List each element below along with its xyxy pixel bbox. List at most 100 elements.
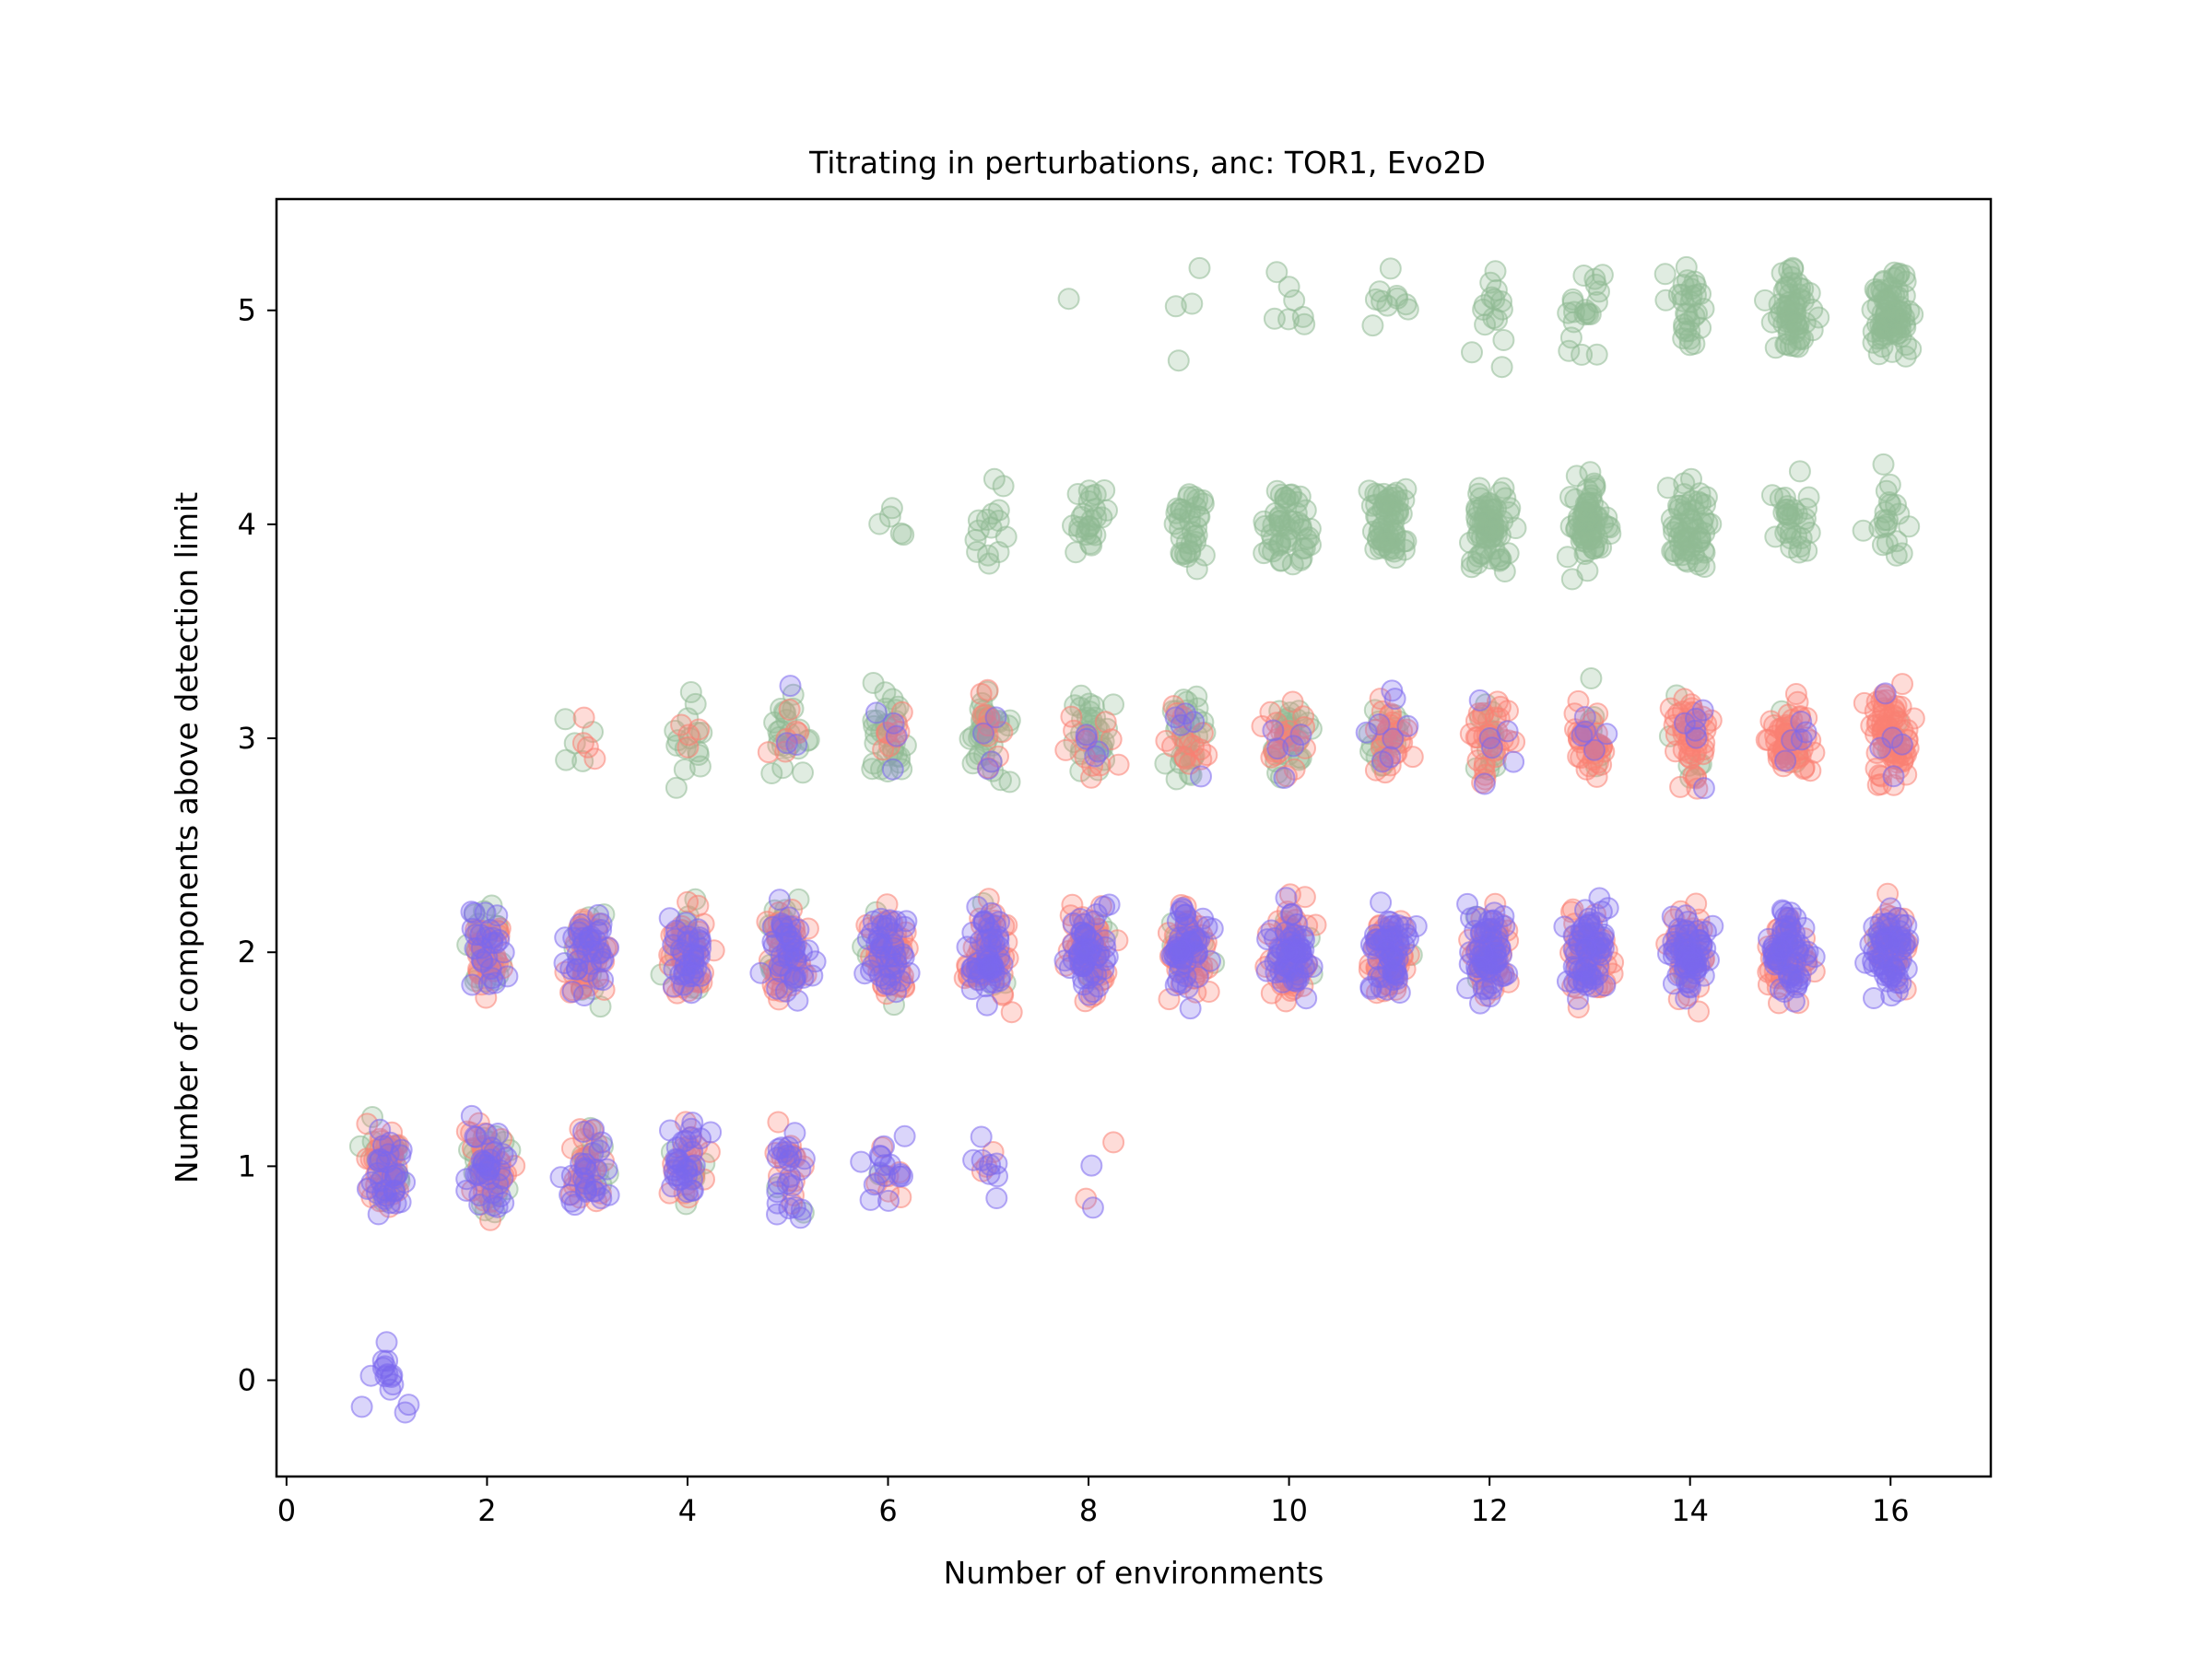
scatter-point xyxy=(1069,759,1092,782)
scatter-point xyxy=(1375,530,1398,552)
scatter-point xyxy=(1876,912,1899,935)
scatter-point xyxy=(1673,472,1696,495)
scatter-point xyxy=(582,1118,606,1141)
scatter-point xyxy=(883,957,906,980)
scatter-point xyxy=(978,917,1000,940)
scatter-point xyxy=(665,776,688,799)
scatter-point xyxy=(760,762,783,784)
scatter-point xyxy=(1382,727,1405,750)
scatter-point xyxy=(1680,285,1703,308)
y-axis-label: Number of components above detection lim… xyxy=(169,492,205,1183)
scatter-point xyxy=(461,917,484,940)
y-tick-label: 4 xyxy=(238,507,256,542)
scatter-point xyxy=(1584,273,1607,296)
scatter-point xyxy=(679,681,702,703)
scatter-point xyxy=(987,541,1010,563)
scatter-point xyxy=(661,1175,684,1198)
scatter-point xyxy=(1081,1196,1104,1219)
scatter-point xyxy=(1461,341,1483,364)
scatter-point xyxy=(1062,514,1084,537)
scatter-point xyxy=(1174,747,1197,771)
x-tick-label: 16 xyxy=(1872,1493,1910,1528)
x-tick-label: 8 xyxy=(1079,1493,1098,1528)
scatter-point xyxy=(1701,914,1724,937)
scatter-point xyxy=(967,509,990,532)
scatter-point xyxy=(1675,255,1698,278)
scatter-point xyxy=(1169,938,1192,961)
scatter-point xyxy=(778,699,801,721)
scatter-point xyxy=(1492,905,1515,928)
scatter-point xyxy=(379,1192,402,1215)
x-tick-label: 12 xyxy=(1471,1493,1509,1528)
scatter-point xyxy=(885,724,908,747)
scatter-point xyxy=(1485,498,1508,521)
scatter-point xyxy=(487,1123,510,1145)
scatter-point xyxy=(1262,513,1285,536)
scatter-point xyxy=(1372,482,1395,505)
scatter-point xyxy=(1480,736,1503,759)
scatter-point xyxy=(1288,512,1311,535)
scatter-point xyxy=(786,989,809,1012)
scatter-point xyxy=(1696,512,1719,535)
scatter-point xyxy=(1685,726,1708,749)
x-tick-label: 14 xyxy=(1671,1493,1709,1528)
y-tick-label: 5 xyxy=(238,293,256,328)
scatter-point xyxy=(1168,961,1191,983)
scatter-point xyxy=(1493,560,1516,582)
scatter-point xyxy=(1185,558,1208,581)
scatter-point xyxy=(1371,750,1394,773)
scatter-point xyxy=(572,706,595,729)
scatter-point xyxy=(1877,932,1900,955)
scatter-point xyxy=(1188,256,1211,279)
scatter-point xyxy=(975,994,998,1017)
scatter-point xyxy=(1199,949,1221,972)
scatter-point xyxy=(1564,942,1587,965)
scatter-point xyxy=(1680,951,1702,974)
scatter-point xyxy=(1185,524,1208,547)
scatter-point xyxy=(871,914,894,937)
scatter-point xyxy=(1394,477,1418,500)
scatter-point xyxy=(1060,705,1083,728)
scatter-point xyxy=(1361,314,1384,337)
scatter-point xyxy=(797,728,820,751)
scatter-point xyxy=(889,1162,912,1185)
scatter-point xyxy=(1273,767,1296,789)
scatter-point xyxy=(1374,939,1397,962)
scatter-point xyxy=(1492,329,1515,351)
scatter-point xyxy=(1580,667,1603,689)
scatter-point xyxy=(868,512,891,535)
scatter-point xyxy=(774,922,797,945)
scatter-point xyxy=(1490,356,1513,379)
scatter-point xyxy=(677,890,700,913)
y-tick-label: 2 xyxy=(238,935,256,970)
scatter-point xyxy=(559,958,582,981)
scatter-point xyxy=(1558,339,1581,362)
scatter-point xyxy=(1486,309,1509,331)
scatter-point xyxy=(1176,915,1199,938)
scatter-point xyxy=(1379,257,1402,280)
scatter-point xyxy=(669,963,692,986)
scatter-point xyxy=(1553,915,1576,938)
x-tick-label: 10 xyxy=(1270,1493,1308,1528)
scatter-point xyxy=(1784,683,1807,705)
scatter-point xyxy=(471,950,494,973)
scatter-point xyxy=(1688,482,1712,505)
scatter-point xyxy=(1190,765,1212,788)
scatter-point xyxy=(792,761,814,784)
scatter-point xyxy=(1595,723,1618,746)
scatter-point xyxy=(863,1173,886,1196)
x-axis-label: Number of environments xyxy=(944,1555,1324,1591)
scatter-point xyxy=(554,708,577,731)
scatter-point xyxy=(486,904,509,927)
scatter-point xyxy=(970,1125,993,1148)
scatter-point xyxy=(1588,887,1611,910)
scatter-point xyxy=(1107,753,1130,776)
scatter-point xyxy=(1581,527,1603,550)
scatter-point xyxy=(1894,345,1917,368)
scatter-point xyxy=(1268,514,1291,537)
scatter-point xyxy=(1468,956,1491,979)
scatter-point xyxy=(1691,699,1714,722)
scatter-point xyxy=(865,701,888,724)
scatter-point xyxy=(1292,705,1315,728)
